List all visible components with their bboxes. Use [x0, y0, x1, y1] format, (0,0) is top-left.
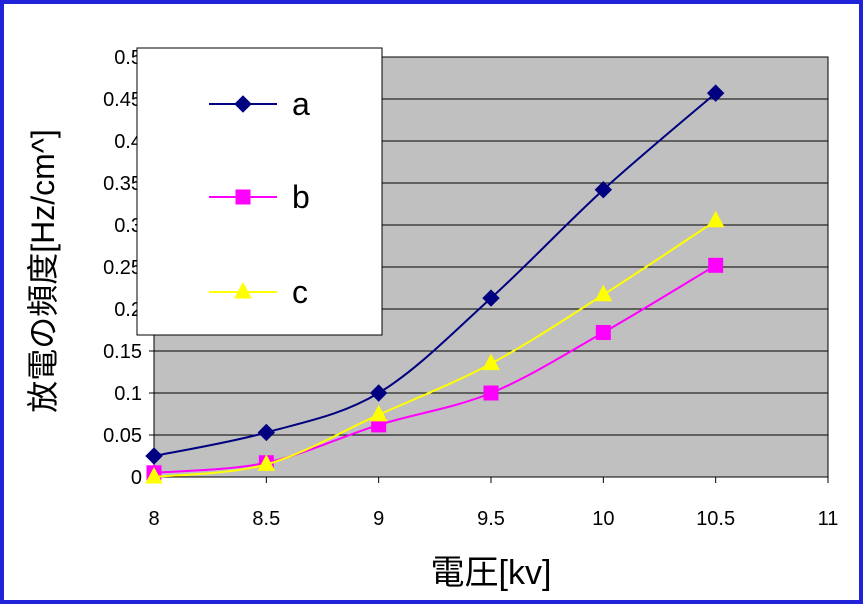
series-b	[146, 257, 724, 481]
data-point-b	[595, 325, 611, 341]
x-tick-label: 9	[373, 508, 384, 530]
y-tick-label: 0.5	[114, 47, 142, 69]
legend-label-a: a	[292, 86, 310, 122]
legend-item-b: b	[209, 179, 310, 215]
data-point-c	[369, 404, 388, 422]
y-tick-label: 0.4	[114, 131, 142, 153]
x-tick-label: 11	[818, 508, 839, 530]
data-point-c	[145, 466, 163, 484]
y-tick-label: 0.3	[114, 215, 142, 237]
x-axis-ticks: 8 8.5 9 9.5 10 10.5 11	[148, 477, 838, 530]
series-layer	[145, 84, 725, 484]
legend-item-a: a	[209, 86, 310, 122]
x-tick-label: 8	[148, 508, 159, 530]
y-tick-label: 0.45	[103, 89, 142, 111]
legend-label-b: b	[292, 179, 310, 215]
x-tick-label: 10	[592, 508, 614, 530]
legend-marker-b	[235, 189, 251, 205]
data-point-b	[708, 257, 724, 273]
y-tick-label: 0.2	[114, 299, 142, 321]
data-point-c	[257, 454, 276, 471]
data-point-a	[369, 384, 388, 402]
series-c	[145, 210, 725, 484]
series-a	[145, 84, 725, 465]
data-point-c	[482, 353, 500, 371]
x-tick-label: 9.5	[477, 508, 505, 530]
x-axis-label: 電圧[kv]	[431, 554, 552, 592]
data-point-b	[483, 385, 499, 401]
legend-item-c: c	[209, 274, 308, 310]
legend-marker-a	[234, 95, 252, 113]
data-point-a	[706, 84, 725, 102]
y-tick-label: 0.25	[103, 257, 142, 279]
y-tick-label: 0.05	[103, 425, 142, 447]
line-chart: 0 0.05 0.1 0.15 0.2 0.25 0.3 0.35 0.4 0.45 0.5 8 8.…	[25, 47, 838, 592]
y-tick-label: 0.35	[103, 173, 142, 195]
y-tick-label: 0.15	[103, 341, 142, 363]
x-tick-label: 8.5	[252, 508, 280, 530]
data-point-a	[257, 423, 276, 442]
y-axis-ticks: 0 0.05 0.1 0.15 0.2 0.25 0.3 0.35 0.4 0.45 0.5	[103, 47, 154, 489]
x-tick-label: 10.5	[696, 508, 735, 530]
data-point-c	[706, 210, 725, 228]
data-point-a	[482, 289, 500, 307]
y-tick-label: 0	[131, 467, 142, 489]
legend-box	[136, 47, 383, 336]
legend: a b c	[136, 47, 383, 336]
data-point-c	[594, 284, 613, 302]
legend-label-c: c	[292, 274, 308, 310]
series-line-b	[153, 264, 717, 474]
y-tick-label: 0.1	[114, 383, 142, 405]
y-axis-label: 放電の頻度[Hz/cm^]	[25, 129, 61, 412]
legend-marker-c	[234, 281, 252, 299]
data-point-a	[594, 181, 613, 199]
data-point-a	[145, 447, 163, 465]
